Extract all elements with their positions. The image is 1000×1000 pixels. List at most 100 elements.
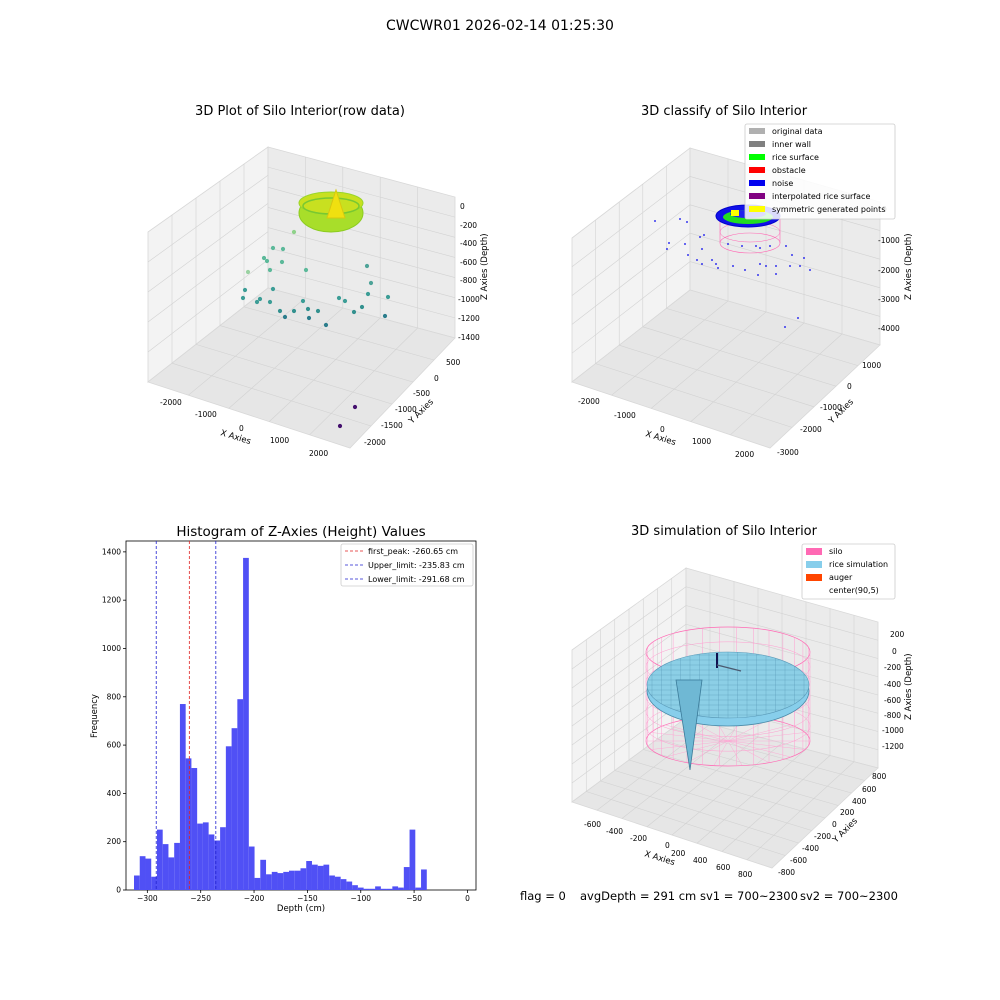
histogram-bar — [403, 867, 410, 890]
panel4-y-tick-5: -200 — [814, 832, 831, 841]
data-point — [264, 258, 270, 264]
figure-title: CWCWR01 2026-02-14 01:25:30 — [386, 18, 614, 34]
histogram-bar — [191, 768, 198, 890]
histogram-bar — [185, 758, 192, 890]
panel1-y-tick-0: 500 — [446, 358, 461, 367]
y-tick-label: 400 — [107, 789, 122, 798]
panel3-y-ticks: 0 200 400 600 800 1000 1200 1400 — [102, 547, 126, 895]
silo-base-spoke — [665, 740, 729, 758]
noise-point — [789, 265, 791, 267]
data-point — [382, 313, 388, 319]
histogram-bar — [369, 888, 376, 890]
panel4-x-tick-1: -400 — [606, 827, 623, 836]
panel1-y-tick-4: -1500 — [381, 421, 403, 430]
panel2-legend-label-3: obstacle — [772, 166, 806, 175]
panel2-noise-points — [654, 218, 811, 328]
panel2-legend-swatch-4 — [749, 180, 765, 186]
panel4-x-tick-0: -600 — [584, 820, 601, 829]
data-point — [270, 286, 276, 292]
grid-line — [730, 333, 843, 436]
panel3-legend: first_peak: -260.65 cm Upper_limit: -235… — [340, 543, 474, 587]
panel2-legend-swatch-1 — [749, 141, 765, 147]
noise-point — [732, 265, 734, 267]
panel4-y-tick-2: 400 — [852, 797, 867, 806]
panel2-x-tick-4: 2000 — [735, 450, 754, 459]
histogram-bar — [277, 873, 284, 890]
histogram-bar — [134, 875, 140, 890]
silo-base-spoke — [727, 724, 791, 742]
panel3-y-label: Frequency — [90, 694, 100, 738]
x-tick-label: −50 — [406, 894, 422, 903]
panel4-legend-label-3: center(90,5) — [829, 586, 879, 595]
panel3-x-ticks: −300 −250 −200 −150 −100 −50 0 — [137, 890, 470, 903]
grid-line — [228, 307, 343, 409]
panel2-y-tick-1: 0 — [847, 382, 852, 391]
data-point — [364, 263, 370, 269]
data-point — [352, 404, 358, 410]
histogram-bar — [260, 859, 267, 890]
histogram-bar — [283, 871, 290, 890]
y-tick-label: 1000 — [102, 644, 121, 653]
panel4-z-tick-0: 200 — [890, 630, 905, 639]
data-point — [323, 322, 329, 328]
data-point — [242, 287, 248, 293]
noise-point — [687, 254, 689, 256]
noise-point — [757, 274, 759, 276]
data-point — [277, 308, 283, 314]
status-flag: flag = 0 — [520, 889, 566, 903]
panel4-legend-label-1: rice simulation — [829, 560, 888, 569]
panel2-legend: original data inner wall rice surface ob… — [744, 123, 896, 220]
panel4-y-tick-0: 800 — [872, 772, 887, 781]
panel1-z-tick-7: -1400 — [458, 333, 480, 342]
data-point — [257, 296, 263, 302]
histogram-bar — [380, 888, 387, 890]
panel4-auger-arm — [716, 664, 742, 672]
data-point — [240, 295, 246, 301]
panel1-z-tick-6: -1200 — [458, 314, 480, 323]
noise-point — [759, 247, 761, 249]
noise-point — [717, 267, 719, 269]
grid-line — [689, 232, 881, 289]
panel4-x-tick-3: 0 — [665, 841, 670, 850]
x-tick-label: −250 — [190, 894, 211, 903]
panel2-floor-pane — [571, 289, 881, 449]
y-tick-label: 800 — [107, 692, 122, 701]
histogram-bar — [346, 881, 353, 890]
panel2-z-label: Z Axies (Depth) — [904, 233, 914, 300]
panel1-z-tick-1: -200 — [460, 221, 477, 230]
data-point — [337, 423, 343, 429]
panel4-y-tick-7: -600 — [790, 856, 807, 865]
noise-point — [684, 243, 686, 245]
grid-line — [651, 311, 767, 409]
panel2-legend-label-2: rice surface — [772, 153, 819, 162]
panel1-y-tick-5: -2000 — [364, 438, 386, 447]
silo-base-spoke — [713, 740, 729, 766]
histogram-bar — [145, 858, 152, 890]
noise-point — [711, 259, 713, 261]
histogram-bar — [225, 746, 232, 890]
silo-base-spoke — [727, 740, 743, 766]
silo-base-spoke — [727, 740, 791, 758]
grid-line — [147, 259, 269, 353]
histogram-bar — [202, 822, 209, 890]
panel1-x-tick-0: -2000 — [160, 398, 182, 407]
data-point — [261, 255, 267, 261]
panel4-y-tick-3: 200 — [840, 808, 855, 817]
histogram-bar — [179, 704, 186, 890]
panel4-legend-swatch-2 — [806, 574, 822, 581]
histogram-bar — [254, 877, 261, 890]
panel4-auger — [716, 653, 742, 672]
panel2-y-tick-3: -2000 — [800, 425, 822, 434]
data-point — [267, 267, 273, 273]
noise-point — [791, 254, 793, 256]
data-point — [351, 309, 357, 315]
histogram-bar — [289, 870, 295, 890]
grid-line — [219, 325, 414, 383]
grid-line — [147, 231, 269, 323]
histogram-bar — [398, 887, 404, 890]
histogram-bar — [271, 871, 278, 890]
panel2-x-tick-3: 1000 — [692, 437, 711, 446]
panel1-y-tick-1: 0 — [434, 374, 439, 383]
grid-line — [571, 261, 691, 354]
